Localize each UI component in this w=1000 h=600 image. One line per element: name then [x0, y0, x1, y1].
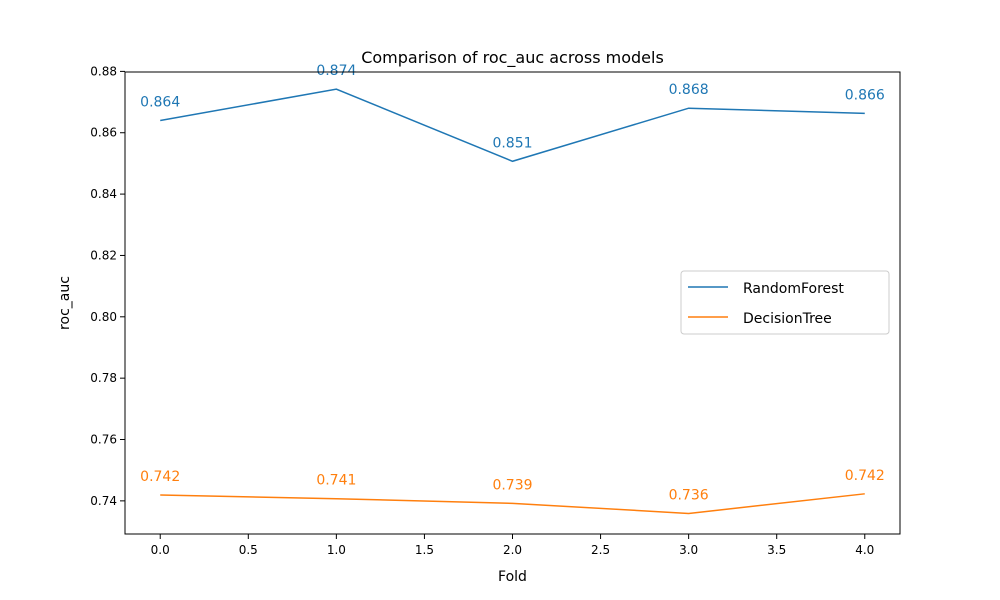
legend-label-randomforest: RandomForest: [743, 281, 844, 297]
y-tick-label: 0.76: [90, 433, 117, 447]
series-line-decisiontree: [160, 493, 865, 515]
x-tick-label: 3.0: [679, 543, 698, 557]
data-label-randomforest: 0.864: [140, 94, 180, 110]
data-label-decisiontree: 0.741: [316, 473, 356, 489]
data-label-decisiontree: 0.736: [669, 487, 709, 503]
data-label-randomforest: 0.868: [669, 82, 709, 98]
x-tick-label: 0.0: [151, 543, 170, 557]
series-line-randomforest: [160, 88, 865, 163]
x-tick-label: 0.5: [239, 543, 258, 557]
x-tick-label: 3.5: [767, 543, 786, 557]
data-label-randomforest: 0.851: [492, 135, 532, 151]
x-axis: 0.0 0.5 1.0 1.5 2.0 2.5 3.0 3.5 4.0: [151, 534, 874, 557]
x-tick-label: 1.5: [415, 543, 434, 557]
y-tick-label: 0.78: [90, 371, 117, 385]
legend-label-decisiontree: DecisionTree: [743, 311, 832, 327]
x-tick-label: 4.0: [855, 543, 874, 557]
y-tick-label: 0.80: [90, 310, 117, 324]
data-label-decisiontree: 0.742: [140, 469, 180, 485]
y-tick-label: 0.86: [90, 126, 117, 140]
y-tick-label: 0.84: [90, 187, 117, 201]
x-tick-label: 2.0: [503, 543, 522, 557]
data-label-decisiontree: 0.739: [492, 477, 532, 493]
plot-area: 0.864 0.874 0.851 0.868 0.866 0.742 0.741 0.739…: [140, 63, 885, 515]
x-tick-label: 2.5: [591, 543, 610, 557]
y-tick-label: 0.88: [90, 64, 117, 78]
plot-frame: [124, 71, 901, 535]
x-axis-label: Fold: [498, 569, 527, 585]
y-axis-label: roc_auc: [57, 276, 73, 330]
y-tick-label: 0.74: [90, 494, 117, 508]
legend: RandomForest DecisionTree: [680, 270, 890, 335]
data-label-randomforest: 0.866: [845, 87, 885, 103]
data-label-decisiontree: 0.742: [845, 468, 885, 484]
chart-title: Comparison of roc_auc across models: [361, 48, 664, 68]
legend-box: [680, 270, 890, 335]
x-tick-label: 1.0: [327, 543, 346, 557]
y-axis: 0.74 0.76 0.78 0.80 0.82 0.84 0.86 0.88: [90, 64, 125, 508]
data-label-randomforest: 0.874: [316, 63, 356, 79]
y-tick-label: 0.82: [90, 248, 117, 262]
